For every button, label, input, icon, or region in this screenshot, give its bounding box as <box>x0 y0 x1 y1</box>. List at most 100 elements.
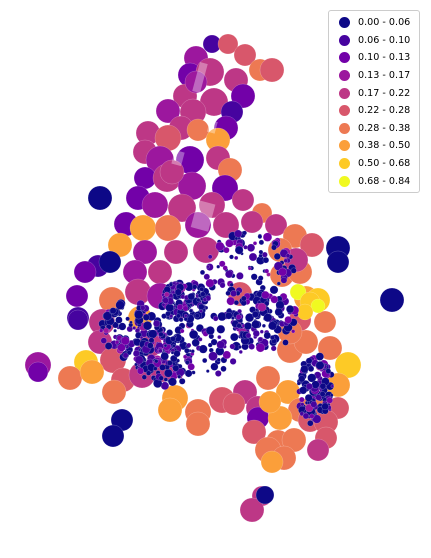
map-region <box>198 191 226 219</box>
map-core-cell <box>226 296 236 306</box>
map-core-cell <box>240 295 247 302</box>
map-core-cell <box>202 297 208 302</box>
map-core-cell <box>237 344 242 350</box>
map-core-cell <box>125 316 130 322</box>
map-core-cell <box>282 339 289 346</box>
map-core-cell <box>172 343 176 348</box>
map-core-cell <box>315 394 323 401</box>
legend-swatch <box>339 34 350 46</box>
legend-label: 0.38 - 0.50 <box>358 140 411 152</box>
legend-entry: 0.13 - 0.17 <box>333 67 415 85</box>
legend-entry: 0.28 - 0.38 <box>333 120 415 138</box>
map-core-cell <box>109 307 117 315</box>
map-core-cell <box>319 382 327 390</box>
map-core-cell <box>205 326 215 336</box>
map-core-cell <box>225 239 234 248</box>
map-core-cell <box>199 269 206 276</box>
map-dense-core <box>98 62 335 427</box>
map-core-cell <box>285 253 291 259</box>
map-core-cell <box>183 313 188 318</box>
map-core-cell <box>230 290 238 297</box>
map-region <box>101 379 127 405</box>
map-core-cell <box>117 343 126 352</box>
map-core-cell <box>168 377 177 387</box>
legend-label: 0.22 - 0.28 <box>358 105 411 117</box>
map-region <box>186 118 210 142</box>
map-core-cell <box>229 343 236 350</box>
map-core-cell <box>120 336 130 346</box>
map-region <box>159 159 185 185</box>
map-region <box>147 259 173 285</box>
map-footprint <box>206 120 218 134</box>
map-core-cell <box>248 252 258 262</box>
map-core-cell <box>118 322 127 331</box>
map-core-cell <box>234 229 243 238</box>
map-region <box>184 70 208 94</box>
map-core-cell <box>329 393 334 398</box>
map-core-cell <box>208 351 218 361</box>
map-core-cell <box>174 288 182 296</box>
map-core-cell <box>187 363 195 371</box>
map-region <box>222 392 246 416</box>
map-core-cell <box>299 386 308 395</box>
map-core-cell <box>269 285 279 295</box>
map-region <box>212 211 240 239</box>
map-core-cell <box>257 234 263 239</box>
map-core-cell <box>199 309 203 313</box>
map-region <box>65 284 89 308</box>
map-core-cell <box>192 284 198 290</box>
map-core-cell <box>163 343 168 348</box>
map-region <box>163 239 189 265</box>
map-core-cell <box>161 302 166 307</box>
map-core-cell <box>302 412 310 420</box>
map-core-cell <box>248 343 255 350</box>
map-core-cell <box>152 319 161 328</box>
map-core-cell <box>215 241 225 251</box>
map-core-cell <box>136 367 145 375</box>
map-core-cell <box>263 331 272 340</box>
map-core-cell <box>261 323 266 328</box>
map-core-cell <box>148 337 155 344</box>
map-core-cell <box>252 241 258 246</box>
map-core-cell <box>222 350 232 360</box>
map-core-cell <box>103 327 110 334</box>
map-core-cell <box>114 340 120 345</box>
map-region <box>306 438 330 462</box>
map-core-cell <box>179 328 185 334</box>
map-core-cell <box>300 402 305 407</box>
map-core-cell <box>176 303 184 311</box>
map-core-cell <box>184 347 190 354</box>
map-core-cell <box>182 354 188 360</box>
map-core-cell <box>276 281 281 286</box>
map-region <box>233 43 257 67</box>
map-core-cell <box>315 352 325 361</box>
map-core-cell <box>214 370 222 377</box>
map-hotspot <box>296 303 314 321</box>
map-region <box>230 83 256 109</box>
map-core-cell <box>115 300 125 310</box>
map-core-cell <box>170 335 176 342</box>
map-core-cell <box>263 313 273 323</box>
map-core-cell <box>310 400 318 408</box>
map-core-cell <box>234 245 244 255</box>
map-core-cell <box>198 344 208 354</box>
legend-label: 0.10 - 0.13 <box>358 52 411 64</box>
legend-swatch <box>339 140 350 152</box>
map-core-cell <box>250 273 258 281</box>
map-core-cell <box>251 320 260 329</box>
map-core-cell <box>330 384 335 388</box>
map-region <box>184 211 212 239</box>
map-core-cell <box>321 402 329 411</box>
map-core-cell <box>222 265 228 271</box>
legend-entry: 0.68 - 0.84 <box>333 172 415 190</box>
map-region <box>98 250 122 274</box>
map-region <box>259 57 285 83</box>
map-core-cell <box>199 286 205 292</box>
map-core-cell <box>259 329 264 334</box>
map-core-cell <box>173 350 181 358</box>
map-core-cell <box>196 298 201 303</box>
legend-label: 0.00 - 0.06 <box>358 17 411 29</box>
map-core-cell <box>142 313 150 321</box>
map-core-cell <box>210 362 219 371</box>
map-core-cell <box>251 310 259 318</box>
